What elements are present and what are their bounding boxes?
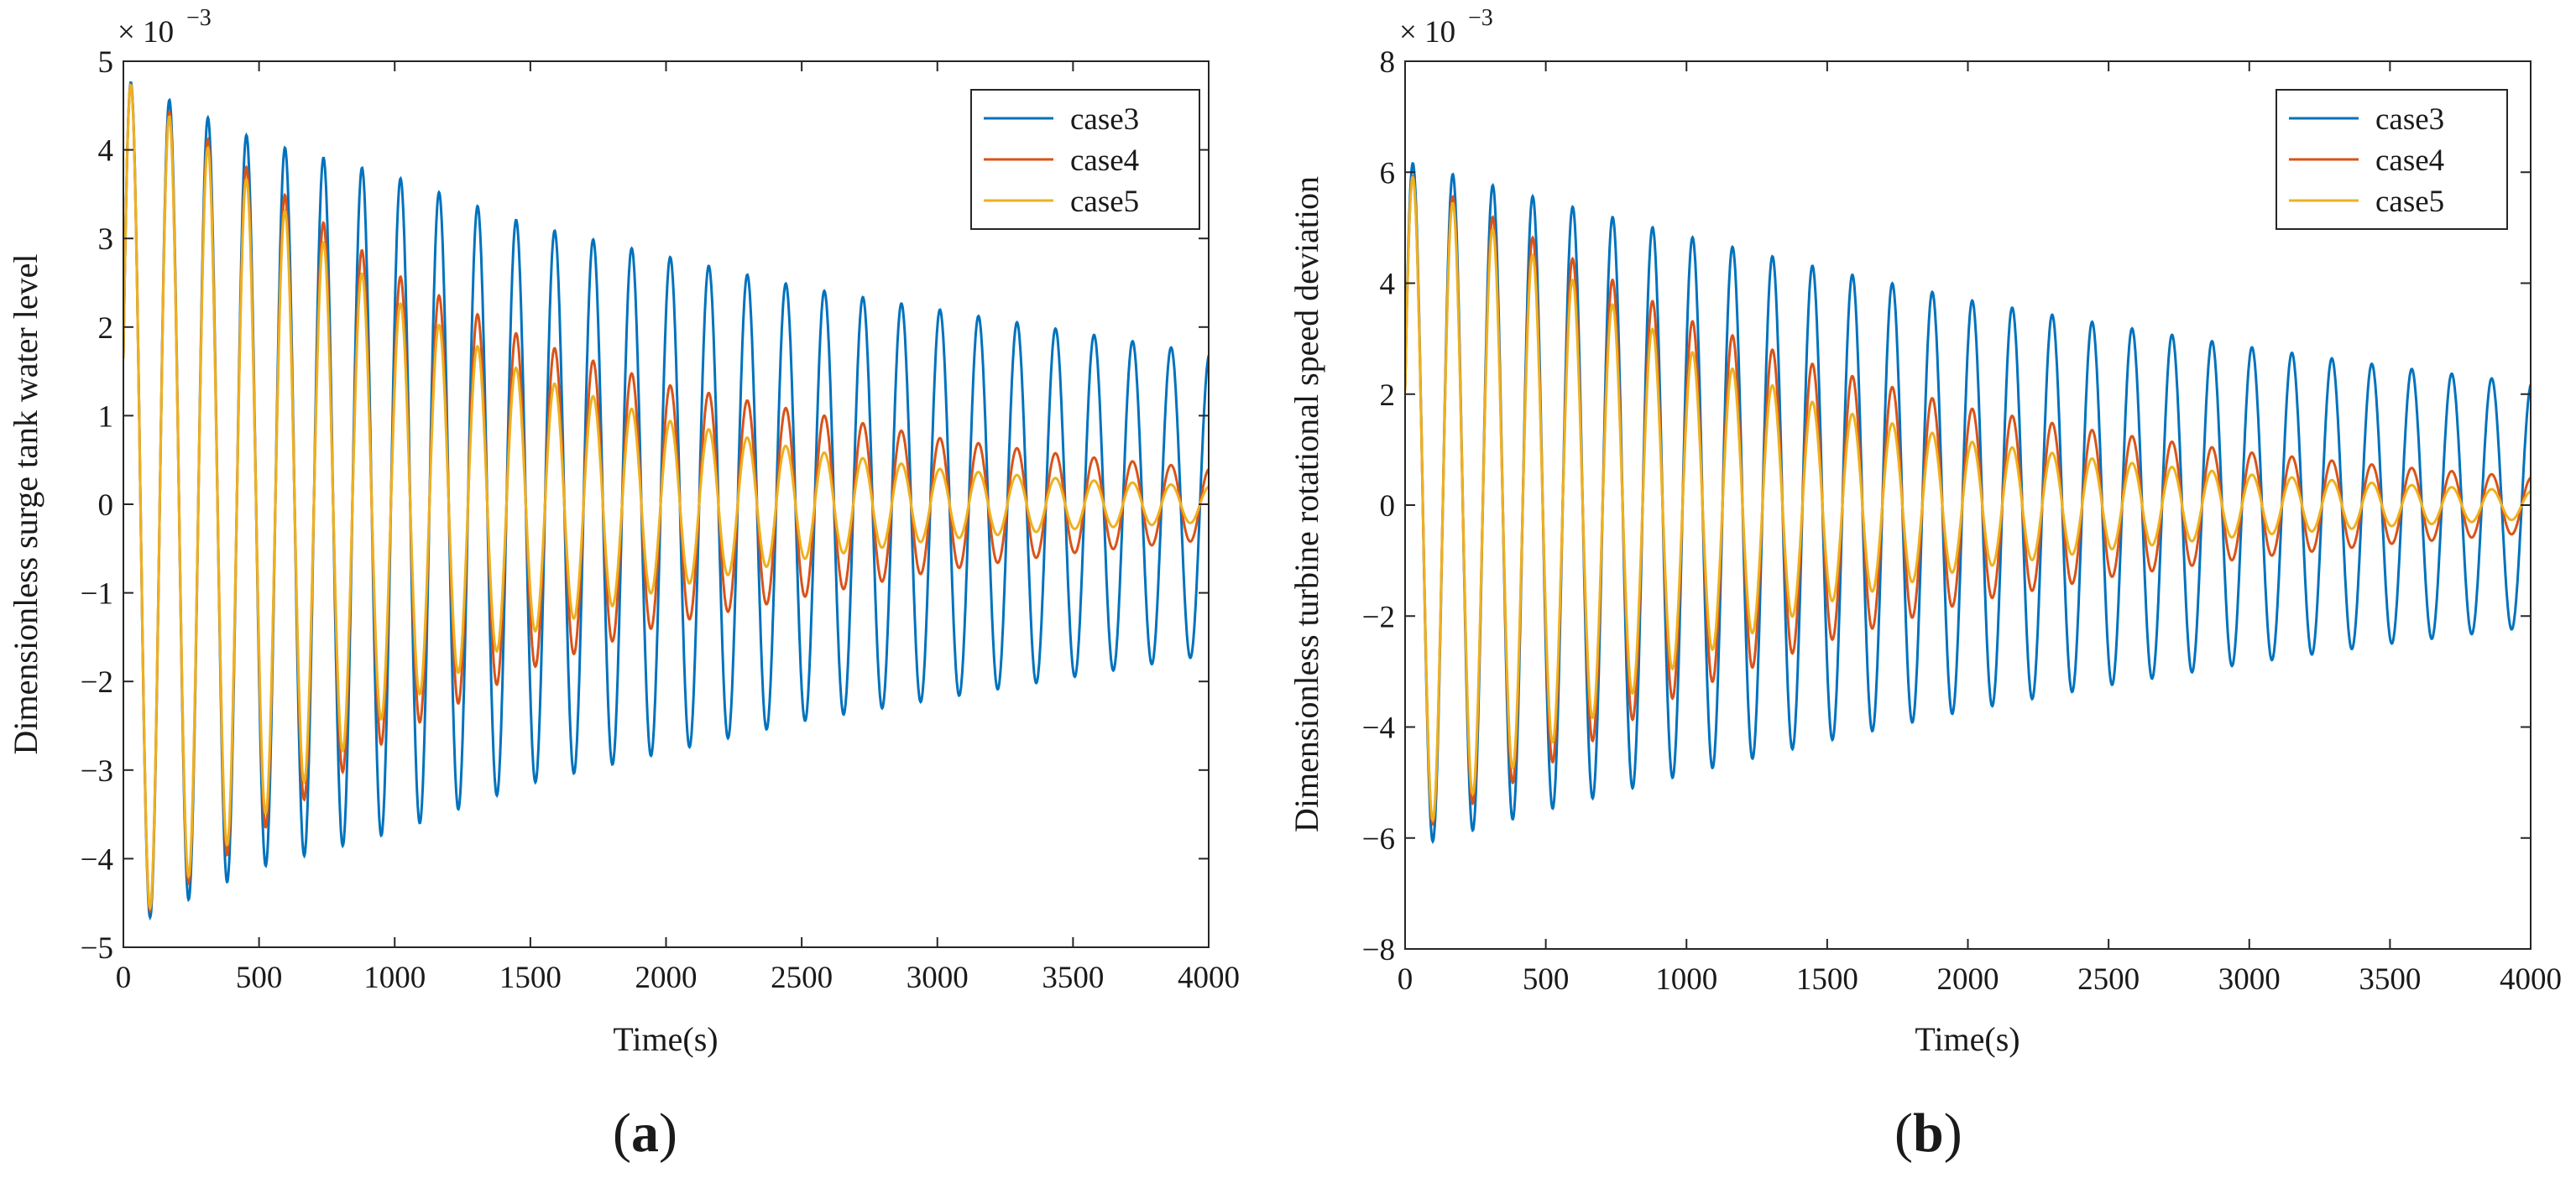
x-tick-label: 0	[1398, 962, 1413, 997]
legend-label-case4: case4	[1070, 143, 1139, 178]
x-tick-label: 3000	[2218, 962, 2281, 997]
y-tick-label: 0	[98, 488, 114, 523]
exponent-label: × 10	[1399, 15, 1455, 50]
y-axis-label: Dimensionless turbine rotational speed d…	[1288, 176, 1325, 832]
x-tick-label: 500	[236, 961, 283, 995]
x-ticks: 0 500 1000 1500 2000 2500 3000 3500 4000	[1398, 61, 2562, 997]
x-tick-label: 2500	[771, 961, 833, 995]
x-tick-label: 1000	[363, 961, 426, 995]
legend-label-case5: case5	[1070, 185, 1139, 219]
y-tick-label: −4	[1362, 711, 1395, 746]
y-tick-label: −2	[1362, 600, 1395, 634]
legend-label-case3: case3	[2375, 102, 2444, 137]
y-tick-label: 6	[1380, 156, 1396, 190]
series-line-case3	[123, 81, 1209, 921]
y-ticks: 8 6 4 2 0 −2 −4 −6 −8	[1362, 45, 2531, 967]
chart-traces	[123, 81, 1209, 921]
y-tick-label: 2	[98, 311, 114, 346]
y-tick-label: 5	[98, 45, 114, 80]
y-tick-label: 1	[98, 399, 114, 434]
x-tick-label: 2500	[2077, 962, 2140, 997]
x-tick-label: 3000	[907, 961, 969, 995]
x-tick-label: 2000	[1937, 962, 1999, 997]
x-axis-label: Time(s)	[613, 1020, 718, 1058]
chart-traces	[1405, 162, 2531, 845]
y-tick-label: −6	[1362, 822, 1395, 857]
x-tick-label: 3500	[1042, 961, 1104, 995]
y-tick-label: 8	[1380, 45, 1396, 80]
x-tick-label: 1000	[1655, 962, 1717, 997]
y-tick-label: 2	[1380, 378, 1396, 413]
y-ticks: 5 4 3 2 1 0 −1 −2 −3 −4 −5	[81, 45, 1209, 966]
panel-b: 8 6 4 2 0 −2 −4 −6 −8 0 500 1000 1500 2000 2500 3000 35…	[1288, 5, 2562, 1164]
legend-label-case5: case5	[2375, 185, 2444, 219]
legend-label-case3: case3	[1070, 102, 1139, 137]
y-tick-label: −3	[81, 754, 113, 789]
series-line-case5	[123, 83, 1209, 911]
legend-label-case4: case4	[2375, 143, 2444, 178]
y-tick-label: −8	[1362, 933, 1395, 967]
x-ticks: 0 500 1000 1500 2000 2500 3000 3500 4000	[116, 61, 1240, 995]
y-tick-label: 4	[1380, 268, 1396, 302]
y-tick-label: 0	[1380, 489, 1396, 524]
x-tick-label: 3500	[2359, 962, 2421, 997]
panel-label: (b)	[1894, 1102, 1962, 1164]
x-tick-label: 0	[116, 961, 132, 995]
panel-a: 5 4 3 2 1 0 −1 −2 −3 −4 −5 0 500 1000 1500 2000 2500 300…	[7, 5, 1240, 1164]
y-axis-label: Dimensionless surge tank water level	[7, 254, 44, 755]
exponent-power: −3	[1468, 5, 1493, 31]
x-tick-label: 500	[1523, 962, 1570, 997]
x-axis-label: Time(s)	[1915, 1020, 2020, 1058]
legend: case3 case4 case5	[970, 89, 1200, 230]
y-tick-label: −2	[81, 665, 113, 700]
exponent-power: −3	[186, 5, 212, 31]
panel-label: (a)	[613, 1102, 677, 1164]
x-tick-label: 4000	[1178, 961, 1240, 995]
y-tick-label: −5	[81, 931, 113, 966]
series-line-case3	[1405, 162, 2531, 845]
x-tick-label: 1500	[499, 961, 562, 995]
x-tick-label: 4000	[2500, 962, 2562, 997]
exponent-label: × 10	[118, 15, 174, 50]
y-tick-label: 3	[98, 222, 114, 257]
y-tick-label: −1	[81, 577, 113, 612]
x-tick-label: 1500	[1796, 962, 1858, 997]
y-tick-label: 4	[98, 134, 114, 169]
y-tick-label: −4	[81, 842, 113, 877]
x-tick-label: 2000	[635, 961, 698, 995]
series-line-case5	[1405, 175, 2531, 823]
legend: case3 case4 case5	[2276, 89, 2508, 230]
